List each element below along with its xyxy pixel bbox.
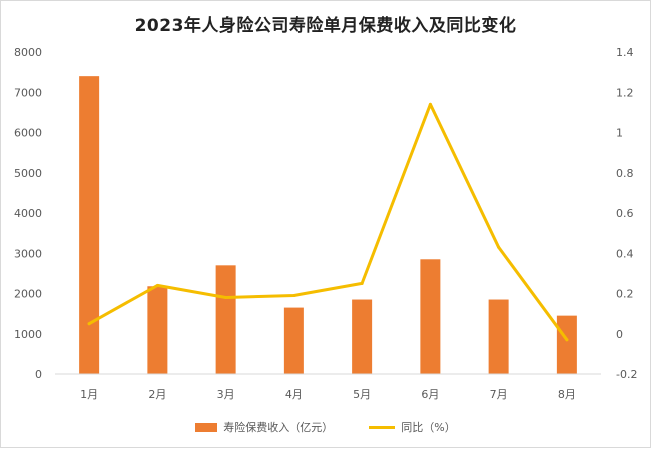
bar [215,265,236,374]
x-tick-label: 8月 [558,388,576,401]
bar [420,259,441,374]
series-line [87,102,569,342]
line-point [224,296,228,300]
y-right-tick-label: 1.4 [616,46,634,59]
x-tick-label: 7月 [490,388,508,401]
y-right-tick-label: 0.4 [616,247,634,260]
bar [488,299,509,374]
y-left-tick-label: 3000 [14,247,42,260]
y-left-tick-label: 4000 [14,207,42,220]
line-point [428,102,432,106]
legend-swatch-line [369,425,396,429]
bar [352,299,373,374]
line-point [360,281,364,285]
legend-swatch-bar [195,422,218,432]
y-right-tick-label: -0.2 [616,368,637,381]
y-right-tick-label: 0.2 [616,288,634,301]
y-left-tick-label: 0 [35,368,42,381]
line-point [87,322,91,326]
legend-item-bar: 寿险保费收入（亿元） [195,419,333,435]
x-tick-label: 6月 [421,388,439,401]
y-left-tick-label: 7000 [14,86,42,99]
chart-title: 2023年人身险公司寿险单月保费收入及同比变化 [134,16,517,36]
x-tick-label: 1月 [80,388,98,401]
y-left-tick-label: 8000 [14,46,42,59]
x-tick-label: 3月 [217,388,235,401]
y-left-tick-label: 6000 [14,127,42,140]
legend-item-line: 同比（%） [369,419,456,435]
bar [147,286,168,374]
y-right-tick-label: 1 [616,127,623,140]
bar [283,307,304,374]
chart-legend: 寿险保费收入（亿元） 同比（%） [1,419,650,435]
x-tick-label: 2月 [148,388,166,401]
y-left-tick-label: 5000 [14,167,42,180]
line-point [155,283,159,287]
legend-label-bar: 寿险保费收入（亿元） [223,421,334,434]
x-tick-label: 5月 [353,388,371,401]
line-point [292,294,296,298]
y-right-tick-label: 0.8 [616,167,634,180]
y-right-tick-label: 1.2 [616,86,634,99]
y-left-tick-label: 1000 [14,328,42,341]
y-left-tick-label: 2000 [14,288,42,301]
x-tick-label: 4月 [285,388,303,401]
y-right-tick-label: 0.6 [616,207,634,220]
line-point [497,245,501,249]
y-right-tick-label: 0 [616,328,623,341]
bar [79,76,100,375]
bar [556,315,577,374]
line-point [565,338,569,342]
legend-label-line: 同比（%） [401,421,456,434]
